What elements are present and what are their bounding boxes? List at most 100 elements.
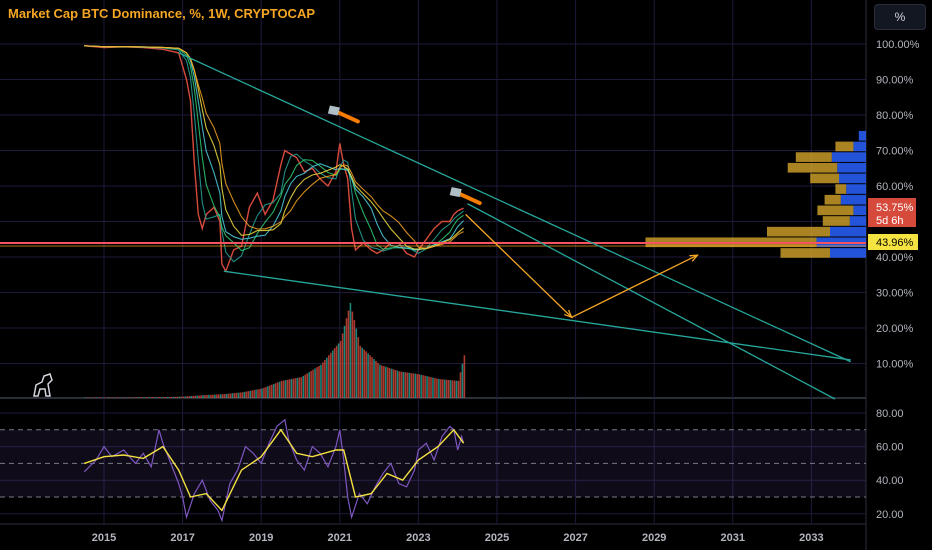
volume-bar <box>302 375 305 398</box>
volume-bar <box>359 345 362 398</box>
volume-bar <box>255 389 257 398</box>
rsi-line-signal <box>84 428 465 512</box>
volume-bar <box>94 397 96 398</box>
volume-bar <box>357 337 360 398</box>
volume-bar <box>312 369 314 398</box>
drawings <box>0 52 866 400</box>
volume-bar <box>394 370 397 398</box>
price-tags: 53.75% 5d 6h 43.96% <box>868 198 918 250</box>
volume-bar <box>290 379 293 398</box>
volume-bar <box>333 348 336 398</box>
volume-bar <box>426 376 428 398</box>
volume-bar <box>131 397 134 398</box>
current-price-label: 53.75% <box>876 202 914 214</box>
volume-profile-bar-up <box>846 184 866 194</box>
volume-bar <box>298 377 301 398</box>
volume-bar <box>308 372 310 398</box>
volume-bar <box>219 394 222 398</box>
volume-bar <box>127 397 130 398</box>
volume-profile-bar-up <box>839 173 866 184</box>
volume-bar <box>100 397 102 398</box>
volume-bar <box>379 364 381 398</box>
volume-bar <box>194 395 196 398</box>
volume-bar <box>341 333 344 398</box>
y-tick-label: 10.00% <box>876 359 914 371</box>
chart-title: Market Cap BTC Dominance, %, 1W, CRYPTOC… <box>8 6 316 21</box>
volume-bar <box>328 355 330 398</box>
volume-bar <box>402 371 405 398</box>
volume-bar <box>457 380 460 398</box>
x-tick-label: 2015 <box>92 532 116 544</box>
volume-bar <box>251 390 253 398</box>
volume-bar <box>92 397 94 398</box>
volume-bar <box>345 318 348 398</box>
volume-bar <box>355 328 358 398</box>
volume-bar <box>147 397 149 398</box>
volume-bar <box>296 377 299 398</box>
volume-bar <box>186 396 189 398</box>
hammer-icon <box>449 187 482 206</box>
percent-scale-button[interactable]: % <box>874 4 926 30</box>
volume-profile-bar-down <box>822 216 850 226</box>
volume-bar <box>229 393 232 398</box>
volume-bar <box>216 394 218 398</box>
y-tick-label: 30.00% <box>876 288 914 300</box>
volume-bar <box>306 373 308 398</box>
volume-bar <box>310 370 312 398</box>
volume-profile-bar-up <box>837 162 866 173</box>
upper-trendline <box>178 52 851 363</box>
x-tick-label: 2017 <box>170 532 194 544</box>
volume-bar <box>111 397 114 398</box>
moving-average-line <box>84 45 464 251</box>
volume-bar <box>210 394 212 398</box>
volume-bar <box>438 379 440 398</box>
volume-bar <box>361 347 364 398</box>
volume-bar <box>314 368 316 398</box>
volume-bar <box>329 352 332 398</box>
volume-bar <box>392 369 395 398</box>
volume-bar <box>198 395 200 398</box>
volume-bar <box>200 395 202 398</box>
volume-bar <box>418 374 420 398</box>
volume-bar <box>182 396 185 398</box>
volume-bar <box>135 397 138 398</box>
moving-average-line <box>84 45 464 249</box>
volume-bar <box>160 397 163 398</box>
volume-profile-bar-up <box>858 130 866 141</box>
volume-bar <box>271 384 273 398</box>
volume-bar <box>214 394 216 398</box>
volume-bar <box>178 396 181 398</box>
countdown-label: 5d 6h <box>876 215 904 227</box>
volume-bar <box>422 375 424 398</box>
volume-bar <box>180 396 183 398</box>
secondary-trendline <box>467 203 836 400</box>
volume-bar <box>373 359 375 398</box>
volume-bar <box>247 391 250 398</box>
volume-bar <box>274 383 277 398</box>
volume-bar <box>363 349 365 398</box>
volume-bar <box>107 397 110 398</box>
volume-bar <box>206 394 208 398</box>
volume-bar <box>269 385 271 398</box>
volume-bar <box>145 397 147 398</box>
volume-bar <box>414 373 417 398</box>
volume-bar <box>115 397 118 398</box>
volume-bar <box>267 386 269 398</box>
volume-bar <box>261 388 263 398</box>
volume-bars <box>84 303 466 398</box>
x-tick-label: 2027 <box>563 532 587 544</box>
volume-bar <box>231 393 234 398</box>
volume-bar <box>149 397 151 398</box>
volume-bar <box>204 395 206 398</box>
price-line <box>84 45 464 273</box>
hammer-handle <box>455 191 482 206</box>
volume-bar <box>121 397 124 398</box>
hammer-handle <box>333 109 360 124</box>
volume-bar <box>265 386 267 398</box>
volume-bar <box>259 388 261 398</box>
volume-bar <box>424 375 426 398</box>
volume-bar <box>406 372 409 398</box>
hammer-icon <box>327 105 360 124</box>
volume-profile-bar-down <box>824 194 841 205</box>
volume-profile-bar-down <box>810 173 839 184</box>
